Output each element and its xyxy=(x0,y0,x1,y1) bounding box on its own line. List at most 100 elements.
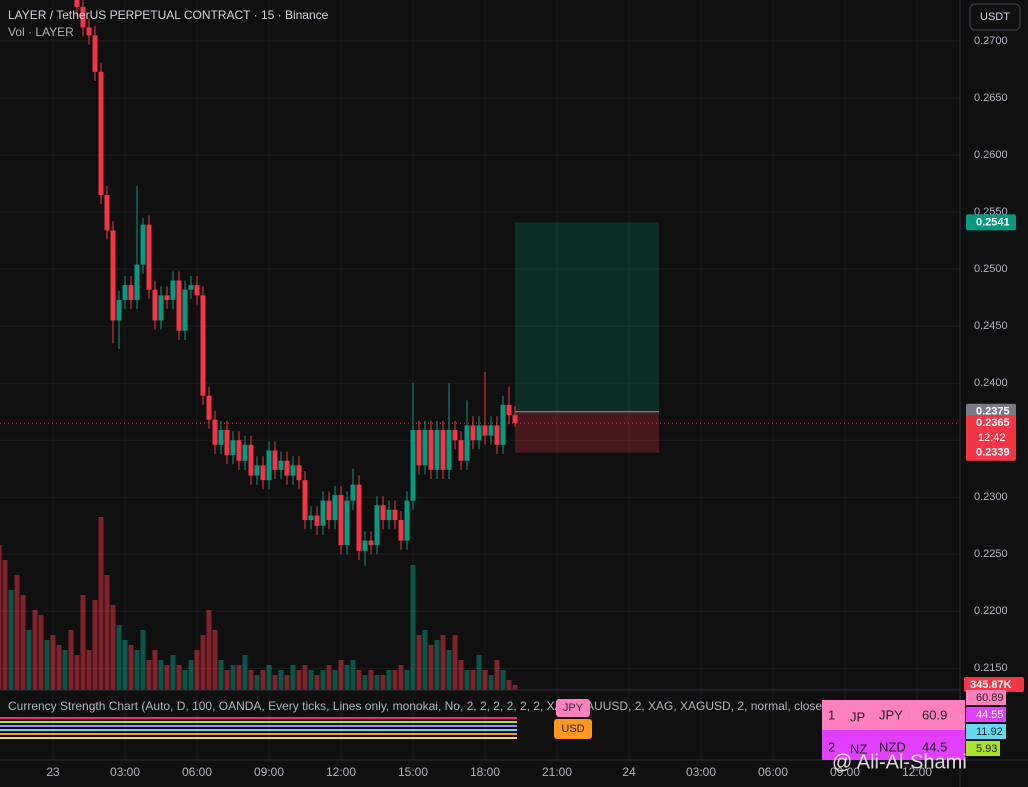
candle-body xyxy=(302,480,308,521)
volume-bar xyxy=(110,605,116,690)
volume-bar xyxy=(50,635,56,690)
candle-body xyxy=(296,465,302,481)
candle-body xyxy=(398,520,404,541)
indicator-lines xyxy=(0,717,517,739)
candle-body xyxy=(290,465,296,476)
candle-body xyxy=(212,419,218,445)
candle-body xyxy=(416,429,422,466)
candle-body xyxy=(332,494,338,521)
volume-bar xyxy=(26,630,32,690)
candle-body xyxy=(170,280,176,300)
watermark: @ Ali-Al-Shami xyxy=(832,751,967,773)
price-tag xyxy=(966,444,1016,461)
grid xyxy=(0,0,960,760)
candle-body xyxy=(464,425,470,461)
volume-bar xyxy=(212,630,218,690)
candle-body xyxy=(284,460,290,476)
candle-body xyxy=(470,425,476,441)
indicator-title: Currency Strength Chart (Auto, D, 100, O… xyxy=(8,699,919,713)
currency-label[interactable]: USDT xyxy=(980,11,1010,23)
table-cell: 60.9 xyxy=(922,707,947,722)
volume-bar xyxy=(446,650,452,690)
candle-body xyxy=(200,295,206,396)
x-tick-label: 09:00 xyxy=(830,765,860,779)
candle-body xyxy=(146,224,152,290)
volume-tag-label: 345.87K xyxy=(970,679,1012,691)
scale-label-box xyxy=(966,690,1006,705)
candle-body xyxy=(110,230,116,321)
candle-body xyxy=(338,494,344,546)
price-tag-label: 0.2375 xyxy=(976,406,1010,418)
volume-bar xyxy=(440,635,446,690)
currency-button[interactable] xyxy=(969,3,1021,31)
volume-layer xyxy=(0,516,518,690)
volume-bar xyxy=(338,660,344,690)
volume-bar xyxy=(392,670,398,690)
candle-body xyxy=(506,404,512,416)
volume-bar xyxy=(200,635,206,690)
candle-body xyxy=(254,465,260,476)
volume-bar xyxy=(86,650,92,690)
price-tag-label: 0.2339 xyxy=(976,447,1010,459)
volume-bar xyxy=(416,635,422,690)
volume-bar xyxy=(470,670,476,690)
candle-body xyxy=(116,299,122,321)
candle-body xyxy=(386,509,392,521)
x-tick-label: 18:00 xyxy=(470,765,500,779)
volume-bar xyxy=(74,655,80,690)
candle-body xyxy=(308,515,314,521)
volume-bar xyxy=(188,660,194,690)
volume-bar xyxy=(146,660,152,690)
symbol-title: LAYER / TetherUS PERPETUAL CONTRACT · 15… xyxy=(8,8,329,22)
x-tick-label: 06:00 xyxy=(182,765,212,779)
candle-body xyxy=(350,484,356,501)
scale-label: 44.55 xyxy=(976,709,1004,721)
candle-body xyxy=(452,429,458,441)
volume-bar xyxy=(434,640,440,690)
volume-bar xyxy=(140,630,146,690)
price-tag-label: 0.2541 xyxy=(976,216,1010,228)
candle-body xyxy=(446,429,452,470)
volume-bar xyxy=(308,670,314,690)
candle-body xyxy=(80,6,86,28)
volume-bar xyxy=(464,670,470,690)
candle-body xyxy=(194,285,200,296)
scale-label: 60.89 xyxy=(976,692,1004,704)
candle-body xyxy=(362,540,368,551)
volume-bar xyxy=(482,670,488,690)
volume-bar xyxy=(92,600,98,690)
volume-bar xyxy=(356,670,362,690)
volume-bar xyxy=(422,630,428,690)
volume-bar xyxy=(374,675,380,690)
volume-bar xyxy=(230,665,236,690)
volume-bar xyxy=(56,645,62,690)
x-tick-label: 09:00 xyxy=(254,765,284,779)
volume-bar xyxy=(386,670,392,690)
candle-body xyxy=(500,404,506,445)
candle-body xyxy=(248,444,254,476)
table-cell: 1 xyxy=(828,707,835,722)
x-tick-label: 06:00 xyxy=(758,765,788,779)
volume-bar xyxy=(314,675,320,690)
candle-body xyxy=(104,195,110,231)
volume-bar xyxy=(80,595,86,690)
volume-bar xyxy=(20,595,26,690)
volume-bar xyxy=(44,640,50,690)
candle-body xyxy=(98,71,104,196)
candle-body xyxy=(140,224,146,265)
volume-bar xyxy=(344,665,350,690)
volume-bar xyxy=(284,675,290,690)
volume-bar xyxy=(38,615,44,690)
candle-body xyxy=(410,429,416,501)
y-tick-label: 0.2200 xyxy=(974,605,1008,617)
candle-body xyxy=(242,444,248,461)
y-tick-label: 0.2400 xyxy=(974,377,1008,389)
x-tick-label: 23 xyxy=(46,765,60,779)
scale-label-box xyxy=(966,724,1006,739)
table-row xyxy=(822,700,965,730)
candle-body xyxy=(488,425,494,436)
candle-body xyxy=(476,425,482,441)
x-tick-label: 21:00 xyxy=(542,765,572,779)
candle-body xyxy=(236,440,242,461)
